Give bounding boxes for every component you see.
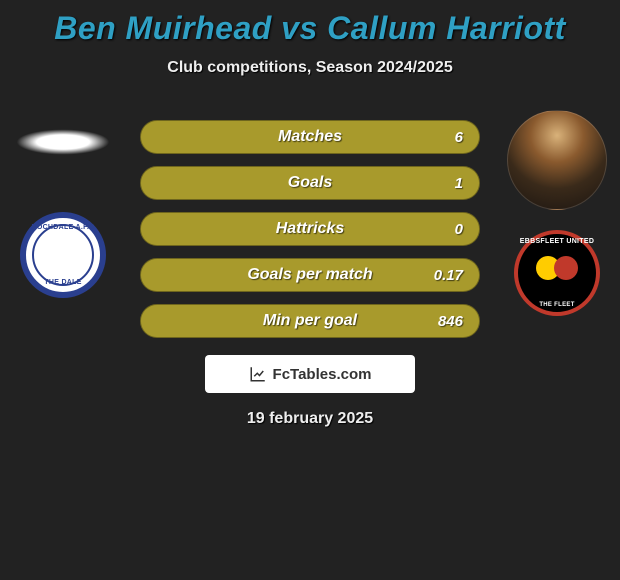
stat-value-right: 0	[439, 213, 479, 245]
stat-value-right: 0.17	[418, 259, 479, 291]
stat-label: Hattricks	[141, 213, 479, 245]
left-player-column: ROCHDALE A.F.C THE DALE	[8, 110, 118, 298]
right-player-avatar	[507, 110, 607, 210]
date-text: 19 february 2025	[0, 410, 620, 428]
stat-row: Matches6	[140, 120, 480, 154]
stat-row: Goals1	[140, 166, 480, 200]
stat-value-right: 6	[439, 121, 479, 153]
stat-row: Min per goal846	[140, 304, 480, 338]
right-club-text-bottom: THE FLEET	[518, 302, 596, 308]
page-title: Ben Muirhead vs Callum Harriott	[0, 0, 620, 47]
right-club-badge: EBBSFLEET UNITED THE FLEET	[514, 230, 600, 316]
stat-label: Matches	[141, 121, 479, 153]
right-club-text-top: EBBSFLEET UNITED	[518, 238, 596, 245]
left-club-text-bottom: THE DALE	[26, 279, 100, 286]
stat-label: Goals	[141, 167, 479, 199]
stat-value-right: 1	[439, 167, 479, 199]
left-club-badge: ROCHDALE A.F.C THE DALE	[20, 212, 106, 298]
subtitle: Club competitions, Season 2024/2025	[0, 59, 620, 77]
stat-value-right: 846	[422, 305, 479, 337]
right-player-column: EBBSFLEET UNITED THE FLEET	[502, 110, 612, 316]
left-player-avatar	[8, 124, 118, 184]
brand-text: FcTables.com	[273, 366, 372, 383]
stat-row: Goals per match0.17	[140, 258, 480, 292]
stat-row: Hattricks0	[140, 212, 480, 246]
chart-icon	[249, 365, 267, 383]
left-club-text-top: ROCHDALE A.F.C	[26, 224, 100, 231]
brand-box[interactable]: FcTables.com	[205, 355, 415, 393]
stats-bars: Matches6 Goals1 Hattricks0 Goals per match0…	[140, 120, 480, 350]
